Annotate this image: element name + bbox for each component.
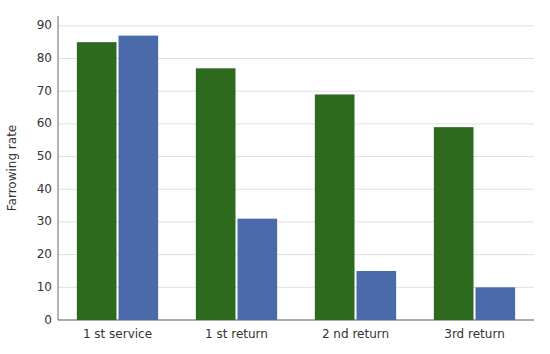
y-tick-label: 0 bbox=[44, 313, 52, 327]
x-tick-label: 1 st service bbox=[83, 327, 152, 341]
x-tick-label: 1 st return bbox=[205, 327, 268, 341]
grid-line bbox=[58, 25, 534, 26]
chart-svg: 0 10 20 30 40 50 60 70 80 90 Farrowing rate 1 st se… bbox=[0, 0, 550, 354]
y-tick-label: 50 bbox=[37, 149, 52, 163]
y-tick-label: 90 bbox=[37, 18, 52, 32]
y-tick-label: 10 bbox=[37, 280, 52, 294]
bar bbox=[315, 94, 355, 320]
bars bbox=[77, 36, 515, 320]
y-tick-label: 30 bbox=[37, 214, 52, 228]
bar bbox=[476, 287, 516, 320]
series bbox=[119, 36, 516, 320]
bar bbox=[238, 219, 278, 320]
chart-container: 0 10 20 30 40 50 60 70 80 90 Farrowing rate 1 st se… bbox=[0, 0, 550, 354]
y-axis-label: Farrowing rate bbox=[5, 125, 19, 211]
y-tick-label: 40 bbox=[37, 182, 52, 196]
y-tick-label: 80 bbox=[37, 51, 52, 65]
bar bbox=[77, 42, 117, 320]
bar bbox=[119, 36, 159, 320]
y-tick-label: 60 bbox=[37, 116, 52, 130]
y-tick-label: 70 bbox=[37, 84, 52, 98]
x-tick-label: 2 nd return bbox=[322, 327, 389, 341]
y-tick-label: 20 bbox=[37, 247, 52, 261]
x-tick-label: 3rd return bbox=[444, 327, 504, 341]
bar bbox=[434, 127, 474, 320]
y-axis: 0 10 20 30 40 50 60 70 80 90 bbox=[37, 16, 534, 327]
bar bbox=[196, 68, 236, 320]
y-axis-line bbox=[58, 16, 59, 320]
grid bbox=[58, 26, 534, 320]
bar bbox=[357, 271, 397, 320]
x-axis: 1 st service 1 st return 2 nd return 3rd re… bbox=[83, 327, 505, 341]
page: {"chart_data": {"type": "bar", "ylabel":… bbox=[0, 0, 550, 354]
